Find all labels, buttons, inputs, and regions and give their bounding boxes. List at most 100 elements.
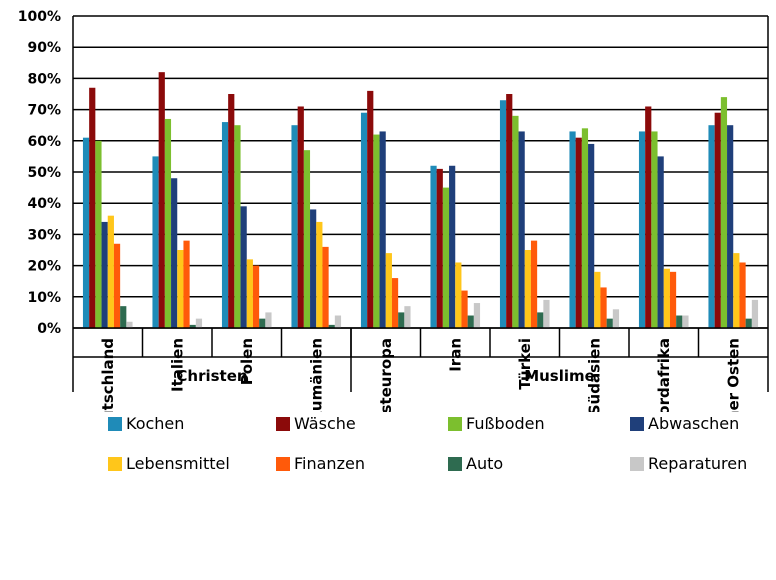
legend-item: Wäsche [276,414,356,433]
bar [89,87,96,328]
bar [252,265,260,328]
bar [221,122,229,328]
legend-label: Abwaschen [648,414,740,433]
bar [461,290,468,328]
bar [657,156,664,328]
bar [120,306,127,328]
bar [373,134,380,328]
bar [606,318,613,328]
bar [385,253,392,328]
bar [575,137,582,328]
bar [442,187,450,328]
legend-label: Finanzen [294,454,365,473]
bar [638,131,646,328]
y-tick-label: 0% [37,321,61,337]
y-tick-label: 80% [27,71,61,87]
bar [669,271,677,328]
bar [733,253,740,328]
bar [473,303,481,328]
bar [588,143,595,328]
bar [228,94,235,328]
bar [708,125,715,328]
bar [316,221,323,328]
legend-swatch [630,416,644,431]
legend-item: Abwaschen [630,414,739,433]
bar [240,206,247,328]
legend-item: Lebensmittel [108,454,230,473]
legend-swatch [448,416,462,431]
bar [720,97,728,329]
bar [126,321,133,328]
bar [183,240,190,328]
legend-label: Lebensmittel [126,454,230,473]
x-tick-label: Polen [238,338,256,385]
x-tick-label: Türkei [516,338,534,390]
bar [612,309,620,328]
chart-svg: 0% 10% 20% 30% 40% 50% 60% 70% 80% 90% 100% Deutsc… [18,9,769,412]
bar [751,299,759,328]
x-tick-label: Rumänien [307,338,325,412]
bar [391,278,399,328]
bar [594,271,601,328]
bar [581,128,589,328]
legend-swatch [276,456,290,471]
x-tick-label: Deutschland [99,338,117,412]
bar [189,324,196,328]
bar [663,268,670,328]
bar [537,312,544,328]
bar [676,315,683,328]
legend-label: Reparaturen [648,454,748,473]
bar [113,243,121,328]
bar [682,315,689,328]
legend-item: Reparaturen [630,454,747,473]
bar [506,94,513,328]
legend-label: Wäsche [294,414,356,433]
bar [745,318,752,328]
legend-item: Kochen [108,414,184,433]
x-tick-label: Naher Osten [724,338,742,412]
legend-swatch [448,456,462,471]
group-label: Christen [176,367,247,385]
bar [512,115,519,328]
legend-item: Fußboden [448,414,545,433]
bar [234,125,241,328]
y-axis-ticks: 0% 10% 20% 30% 40% 50% 60% 70% 80% 90% 100% [18,9,61,337]
bar [499,100,507,329]
bar [645,106,652,328]
bar [727,125,734,328]
axes [72,16,769,392]
bar [398,312,405,328]
bar [82,137,90,328]
bar [334,315,342,328]
bar [291,125,298,328]
bar [524,250,531,328]
bar [265,312,272,328]
legend: Kochen Wäsche Fußboden Abwaschen Lebensmitte… [108,412,768,580]
bar [152,156,159,328]
bar [714,112,721,328]
bar [322,246,329,328]
bar [259,318,266,328]
y-tick-label: 100% [18,9,61,25]
bar [436,168,443,328]
bar [177,250,184,328]
bar [107,215,114,328]
y-tick-label: 30% [27,227,61,243]
bar [297,106,304,328]
legend-label: Auto [466,454,504,473]
bar [367,90,374,328]
bar [303,150,311,328]
bar [467,315,474,328]
group-label: Muslime [524,367,595,385]
bar [739,262,746,328]
legend-label: Kochen [126,414,185,433]
legend-item: Auto [448,454,503,473]
x-tick-label: Südasien [585,338,603,412]
bar [379,131,386,328]
bar [449,165,456,328]
y-tick-label: 60% [27,134,61,150]
bar [651,131,658,328]
y-tick-label: 40% [27,196,61,212]
x-axis-ticks: Deutschland Italien Polen Rumänien Südosteur… [99,338,743,412]
bar [195,318,203,328]
